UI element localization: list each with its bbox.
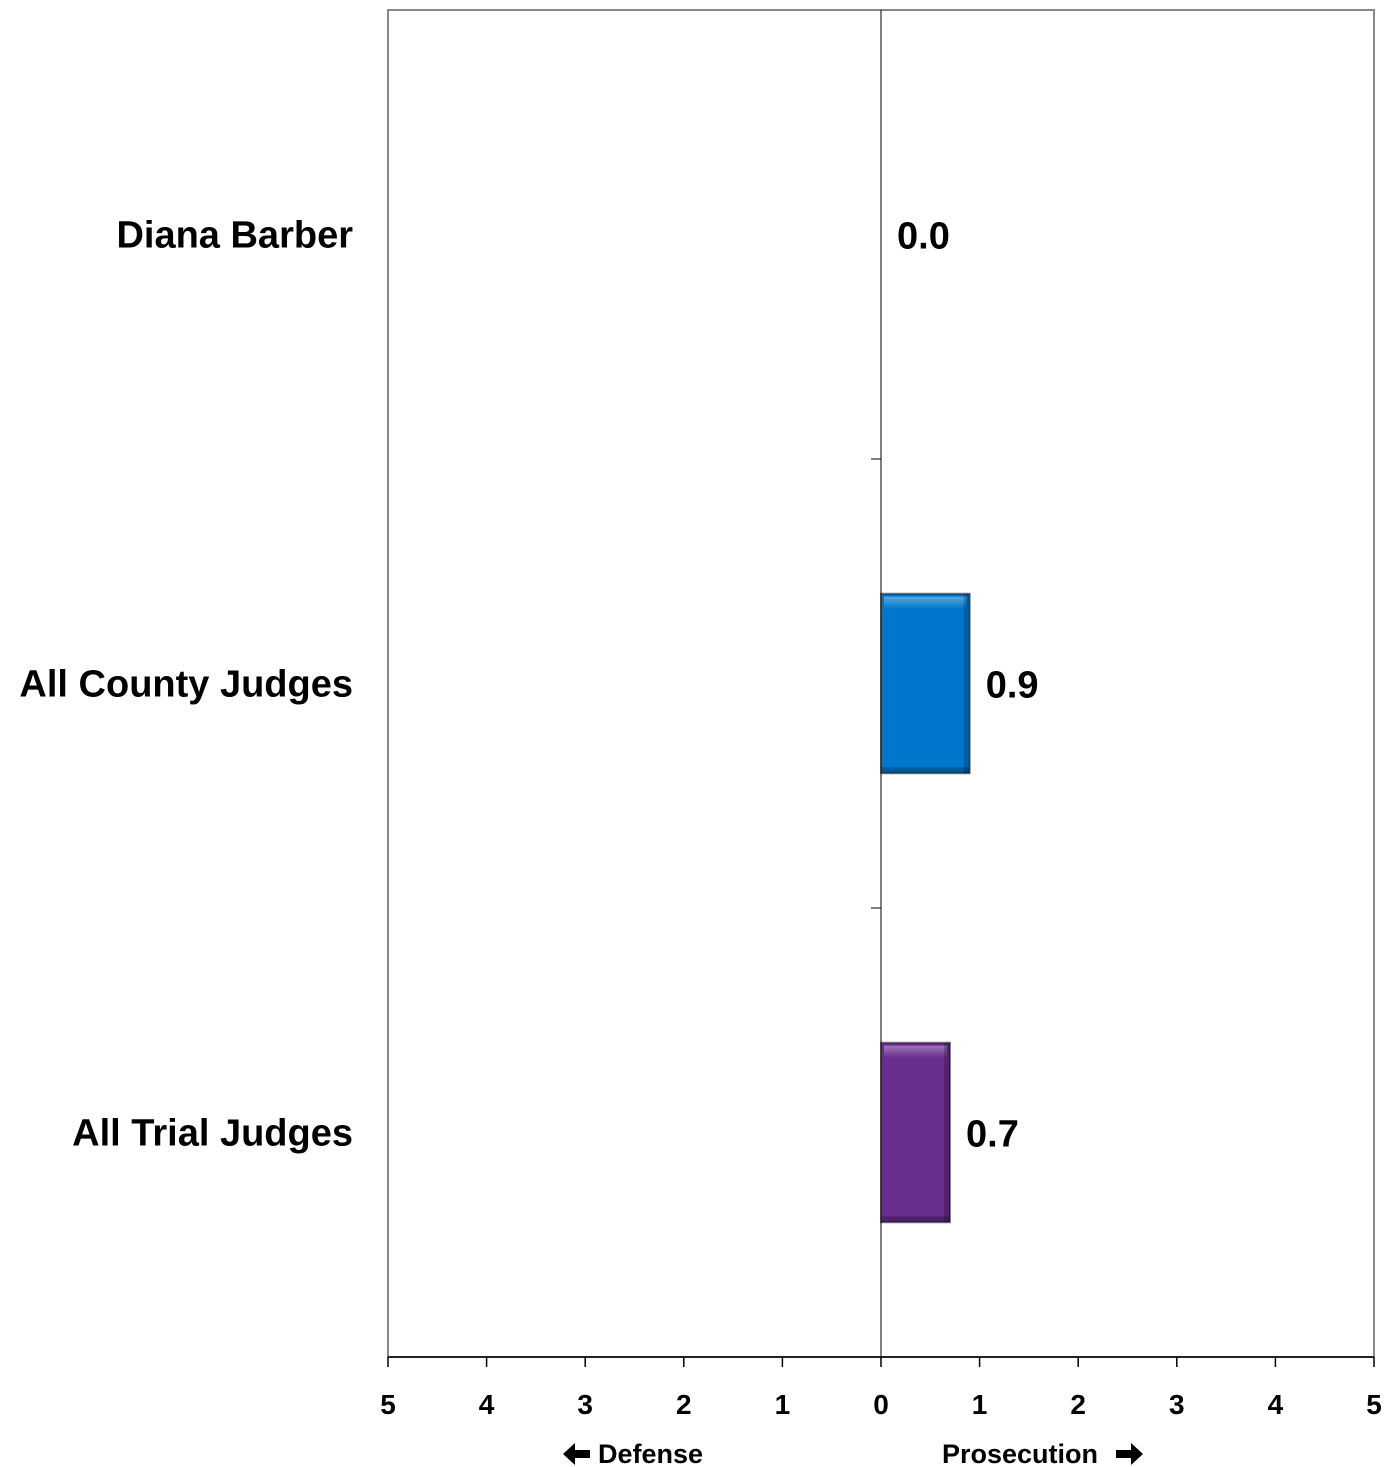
x-tick-label: 4 (479, 1389, 495, 1420)
x-tick-label: 0 (873, 1389, 889, 1420)
arrow-right-icon (1116, 1443, 1143, 1465)
value-label: 0.9 (986, 665, 1039, 707)
value-label: 0.0 (897, 216, 950, 258)
value-labels: 0.0 0.9 0.7 (897, 216, 1039, 1156)
x-tick-label: 3 (577, 1389, 593, 1420)
prosecution-direction-label: Prosecution (942, 1439, 1143, 1467)
x-axis-ticks: 5 4 3 2 1 0 1 2 3 4 5 (380, 1357, 1382, 1420)
bar (880, 1041, 952, 1224)
category-label: All County Judges (19, 664, 353, 706)
category-label: Diana Barber (116, 215, 353, 257)
category-label: All Trial Judges (72, 1113, 353, 1155)
x-tick-label: 5 (380, 1389, 396, 1420)
category-ticks (871, 458, 881, 909)
x-tick-label: 5 (1366, 1389, 1382, 1420)
prosecution-label: Prosecution (942, 1439, 1098, 1467)
x-tick-label: 1 (972, 1389, 988, 1420)
defense-label: Defense (598, 1439, 703, 1467)
x-tick-label: 2 (1070, 1389, 1086, 1420)
category-labels: Diana Barber All County Judges All Trial J… (19, 215, 353, 1155)
bars (880, 592, 971, 1224)
value-label: 0.7 (966, 1114, 1019, 1156)
arrow-left-icon (563, 1443, 590, 1465)
x-tick-label: 4 (1268, 1389, 1284, 1420)
x-tick-label: 1 (775, 1389, 791, 1420)
defense-direction-label: Defense (563, 1439, 703, 1467)
x-tick-label: 3 (1169, 1389, 1185, 1420)
bar (880, 592, 971, 775)
x-tick-label: 2 (676, 1389, 692, 1420)
